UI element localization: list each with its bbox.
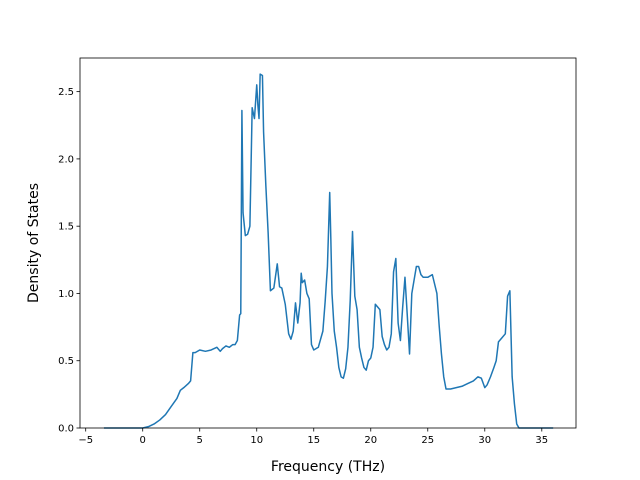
- dos-series-line: [103, 73, 554, 429]
- x-tick-label: 0: [140, 435, 146, 446]
- series-layer: [103, 73, 554, 429]
- x-tick-label: 25: [421, 435, 434, 446]
- y-axis-label: Density of States: [26, 183, 42, 303]
- y-axis-ticks: 0.0 0.5 1.0 1.5 2.0 2.5: [58, 87, 80, 435]
- y-tick-label: 2.0: [58, 154, 74, 165]
- x-tick-label: 35: [535, 435, 548, 446]
- x-axis-ticks: −5 0 5 10 15 20 25 30 35: [78, 428, 548, 446]
- x-tick-label: 30: [478, 435, 491, 446]
- x-tick-label: 20: [364, 435, 377, 446]
- x-tick-label: 15: [307, 435, 320, 446]
- x-tick-label: 5: [197, 435, 203, 446]
- y-tick-label: 2.5: [58, 87, 74, 98]
- x-tick-label: 10: [250, 435, 263, 446]
- y-tick-label: 0.5: [58, 356, 74, 367]
- plot-frame: [79, 57, 577, 429]
- y-tick-label: 0.0: [58, 424, 74, 435]
- y-tick-label: 1.0: [58, 289, 74, 300]
- x-axis-label: Frequency (THz): [271, 459, 385, 475]
- x-tick-label: −5: [78, 435, 93, 446]
- y-tick-label: 1.5: [58, 222, 74, 233]
